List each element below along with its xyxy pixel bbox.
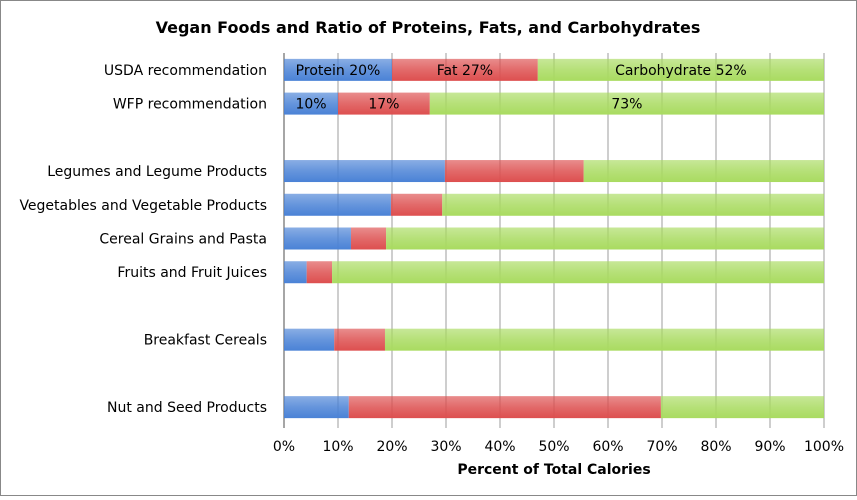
- x-tick-label: 70%: [646, 439, 677, 455]
- bar-segment: [583, 160, 824, 183]
- x-tick-labels: 0% 10% 20% 30% 40% 50% 60% 70% 80% 90% 100%: [273, 439, 844, 455]
- bar-segment: [660, 396, 824, 419]
- category-label: WFP recommendation: [113, 97, 267, 113]
- bar-segment: [284, 193, 391, 216]
- x-tick-label: 60%: [592, 439, 623, 455]
- data-label: Fat 27%: [437, 63, 493, 79]
- x-tick-label: 0%: [273, 439, 295, 455]
- x-tick-label: 10%: [322, 439, 353, 455]
- category-label: Nut and Seed Products: [107, 400, 267, 416]
- bar-segment: [537, 58, 824, 81]
- bar-segment: [384, 328, 824, 351]
- bar-segment: [334, 328, 385, 351]
- bar-segment: [442, 193, 824, 216]
- bar-segment: [284, 227, 351, 250]
- x-axis-title: Percent of Total Calories: [457, 462, 650, 478]
- bar-segment: [392, 58, 538, 81]
- category-label: Fruits and Fruit Juices: [117, 265, 267, 281]
- data-label: Protein 20%: [296, 63, 381, 79]
- category-label: Legumes and Legume Products: [47, 164, 267, 180]
- x-tick-label: 50%: [538, 439, 569, 455]
- x-tick-label: 80%: [700, 439, 731, 455]
- data-label: 73%: [611, 97, 642, 113]
- category-label: Breakfast Cereals: [144, 333, 267, 349]
- chart-title: Vegan Foods and Ratio of Proteins, Fats,…: [156, 18, 701, 37]
- data-label: 10%: [295, 97, 326, 113]
- bar-segment: [284, 396, 349, 419]
- x-tick-label: 90%: [754, 439, 785, 455]
- bar-segment: [306, 261, 333, 284]
- x-tick-label: 30%: [430, 439, 461, 455]
- bar-segment: [284, 261, 307, 284]
- bar-segment: [338, 92, 430, 115]
- category-label: Cereal Grains and Pasta: [99, 232, 267, 248]
- data-label: Carbohydrate 52%: [615, 63, 747, 79]
- x-tick-label: 20%: [376, 439, 407, 455]
- bar-segment: [386, 227, 824, 250]
- data-label: 17%: [368, 97, 399, 113]
- category-labels: USDA recommendation WFP recommendation Leg…: [19, 63, 267, 416]
- bar-segment: [284, 328, 335, 351]
- category-label: USDA recommendation: [104, 63, 267, 79]
- bar-segment: [429, 92, 824, 115]
- bar-segment: [284, 92, 338, 115]
- bars: Protein 20% Fat 27% Carbohydrate 52% 10% 17%…: [284, 58, 824, 419]
- x-tick-label: 100%: [804, 439, 844, 455]
- category-label: Vegetables and Vegetable Products: [19, 198, 267, 214]
- bar-segment: [444, 160, 584, 183]
- bar-segment: [284, 160, 445, 183]
- bar-segment: [332, 261, 824, 284]
- bar-segment: [348, 396, 661, 419]
- bar-segment: [390, 193, 443, 216]
- bar-segment: [350, 227, 387, 250]
- bar-segment: [284, 58, 392, 81]
- x-tick-label: 40%: [484, 439, 515, 455]
